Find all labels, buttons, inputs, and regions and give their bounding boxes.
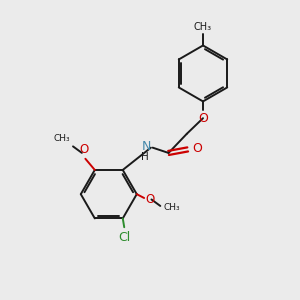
- Text: O: O: [79, 143, 88, 156]
- Text: CH₃: CH₃: [194, 22, 212, 32]
- Text: H: H: [141, 152, 149, 162]
- Text: CH₃: CH₃: [53, 134, 70, 143]
- Text: CH₃: CH₃: [164, 203, 181, 212]
- Text: N: N: [142, 140, 151, 153]
- Text: O: O: [146, 193, 155, 206]
- Text: O: O: [198, 112, 208, 125]
- Text: O: O: [192, 142, 202, 155]
- Text: Cl: Cl: [118, 231, 130, 244]
